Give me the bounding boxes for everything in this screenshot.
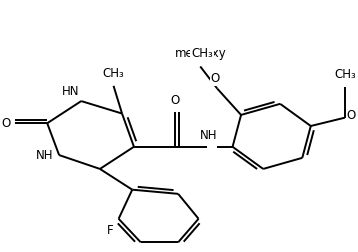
Text: CH₃: CH₃: [191, 47, 213, 60]
Text: O: O: [211, 72, 220, 85]
Text: HN: HN: [62, 85, 79, 98]
Text: CH₃: CH₃: [103, 67, 125, 80]
Text: O: O: [1, 117, 11, 130]
Text: NH: NH: [200, 129, 218, 142]
Text: CH₃: CH₃: [334, 68, 355, 81]
Text: NH: NH: [35, 149, 53, 162]
Text: O: O: [170, 94, 179, 107]
Text: O: O: [347, 109, 356, 122]
Text: F: F: [107, 224, 113, 237]
Text: methoxy: methoxy: [174, 47, 226, 60]
